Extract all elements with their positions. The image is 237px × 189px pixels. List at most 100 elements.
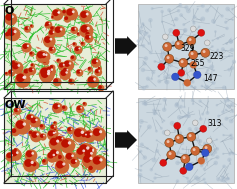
Circle shape: [47, 129, 58, 140]
Circle shape: [46, 67, 52, 73]
Circle shape: [216, 119, 219, 123]
Circle shape: [97, 67, 102, 71]
Circle shape: [12, 128, 16, 133]
Circle shape: [60, 70, 67, 76]
Circle shape: [80, 71, 81, 72]
Circle shape: [50, 149, 58, 157]
Circle shape: [53, 31, 55, 33]
Circle shape: [184, 115, 187, 118]
Circle shape: [177, 9, 180, 12]
Circle shape: [139, 169, 142, 172]
Circle shape: [47, 70, 50, 73]
Circle shape: [192, 103, 194, 105]
Circle shape: [50, 130, 59, 138]
Circle shape: [198, 157, 205, 164]
Circle shape: [86, 146, 89, 150]
Circle shape: [222, 178, 227, 183]
Circle shape: [189, 38, 191, 41]
Circle shape: [78, 47, 80, 49]
Circle shape: [68, 141, 71, 145]
Circle shape: [153, 110, 157, 115]
Circle shape: [230, 136, 234, 140]
Circle shape: [54, 30, 61, 37]
Circle shape: [43, 35, 56, 48]
Circle shape: [58, 62, 67, 71]
Circle shape: [55, 31, 58, 35]
Circle shape: [80, 107, 82, 109]
Circle shape: [176, 137, 178, 139]
Circle shape: [53, 121, 57, 125]
Circle shape: [8, 70, 13, 74]
Circle shape: [52, 102, 63, 113]
Circle shape: [183, 172, 186, 174]
Circle shape: [175, 134, 184, 143]
Circle shape: [231, 55, 233, 57]
Circle shape: [16, 120, 24, 129]
Circle shape: [92, 150, 94, 152]
Circle shape: [75, 160, 77, 162]
Circle shape: [160, 127, 163, 130]
Circle shape: [150, 77, 153, 80]
Circle shape: [139, 125, 142, 127]
Circle shape: [37, 51, 44, 58]
Circle shape: [193, 148, 196, 151]
Circle shape: [164, 80, 168, 84]
Circle shape: [24, 159, 32, 167]
Text: O: O: [5, 6, 14, 16]
Circle shape: [83, 130, 96, 143]
Circle shape: [50, 46, 55, 50]
Circle shape: [184, 153, 188, 157]
Circle shape: [185, 62, 187, 64]
Circle shape: [178, 69, 185, 76]
Circle shape: [57, 137, 62, 142]
Circle shape: [181, 154, 190, 163]
Circle shape: [228, 106, 230, 108]
Circle shape: [228, 54, 231, 57]
Circle shape: [155, 130, 158, 132]
Circle shape: [75, 46, 79, 51]
Circle shape: [164, 130, 170, 136]
Circle shape: [13, 148, 19, 153]
Circle shape: [215, 148, 217, 150]
Circle shape: [4, 12, 17, 26]
Circle shape: [182, 23, 185, 26]
Circle shape: [66, 9, 73, 16]
Circle shape: [50, 124, 57, 132]
Text: 329: 329: [180, 44, 195, 53]
Circle shape: [83, 102, 85, 105]
Circle shape: [31, 132, 38, 138]
Circle shape: [174, 103, 179, 108]
Circle shape: [140, 26, 143, 29]
Circle shape: [211, 81, 216, 85]
Circle shape: [186, 8, 191, 13]
Circle shape: [76, 69, 83, 77]
Circle shape: [49, 30, 54, 35]
Circle shape: [189, 50, 198, 59]
Circle shape: [165, 80, 169, 84]
Circle shape: [231, 8, 234, 11]
Circle shape: [54, 122, 56, 124]
Circle shape: [200, 125, 207, 132]
Circle shape: [216, 138, 218, 141]
Circle shape: [50, 138, 58, 146]
Circle shape: [182, 148, 184, 150]
Circle shape: [71, 159, 76, 164]
Circle shape: [65, 71, 68, 74]
Circle shape: [155, 173, 157, 175]
Circle shape: [79, 24, 93, 38]
Circle shape: [29, 131, 32, 134]
Circle shape: [180, 167, 187, 174]
Circle shape: [163, 75, 168, 79]
Circle shape: [146, 32, 149, 34]
Circle shape: [206, 138, 212, 144]
Circle shape: [56, 151, 59, 154]
Circle shape: [152, 180, 154, 183]
Circle shape: [225, 97, 229, 101]
Circle shape: [167, 74, 171, 78]
Circle shape: [57, 154, 65, 162]
Circle shape: [77, 148, 84, 155]
Circle shape: [216, 37, 219, 40]
Circle shape: [92, 127, 106, 141]
Circle shape: [88, 165, 96, 173]
Circle shape: [40, 134, 44, 138]
